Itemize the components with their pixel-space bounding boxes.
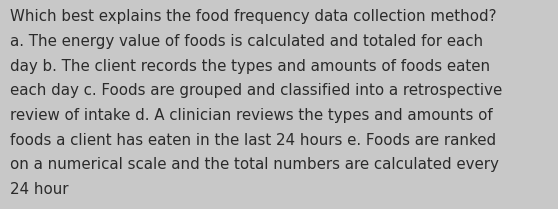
Text: Which best explains the food frequency data collection method?: Which best explains the food frequency d… <box>10 9 497 24</box>
Text: day b. The client records the types and amounts of foods eaten: day b. The client records the types and … <box>10 59 490 74</box>
Text: review of intake d. A clinician reviews the types and amounts of: review of intake d. A clinician reviews … <box>10 108 493 123</box>
Text: foods a client has eaten in the last 24 hours e. Foods are ranked: foods a client has eaten in the last 24 … <box>10 133 496 148</box>
Text: 24 hour: 24 hour <box>10 182 69 197</box>
Text: a. The energy value of foods is calculated and totaled for each: a. The energy value of foods is calculat… <box>10 34 483 49</box>
Text: each day c. Foods are grouped and classified into a retrospective: each day c. Foods are grouped and classi… <box>10 83 502 98</box>
Text: on a numerical scale and the total numbers are calculated every: on a numerical scale and the total numbe… <box>10 157 499 172</box>
